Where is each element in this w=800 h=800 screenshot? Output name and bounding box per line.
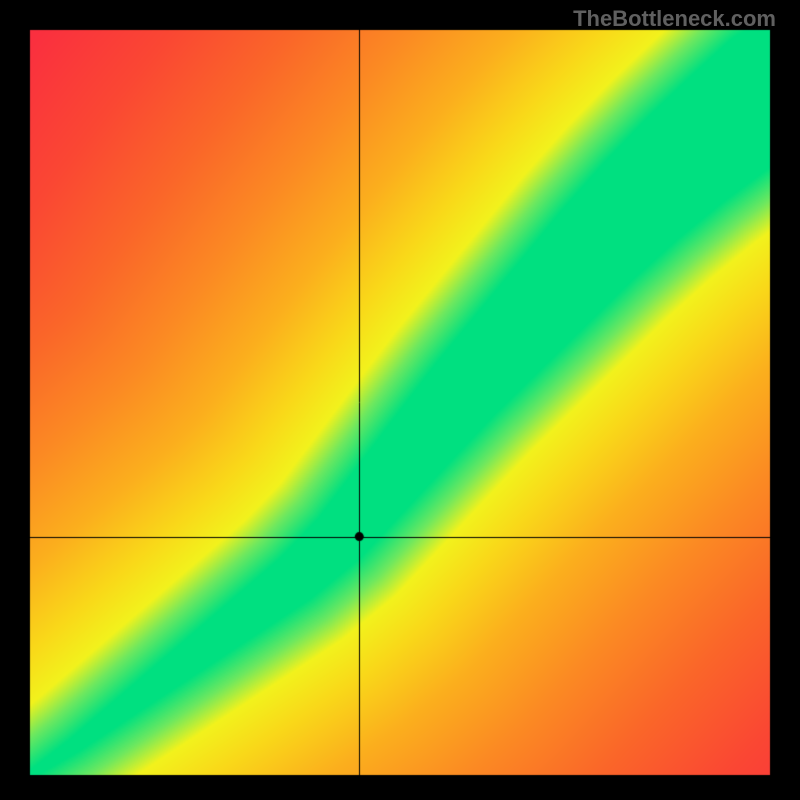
chart-container: TheBottleneck.com (0, 0, 800, 800)
bottleneck-heatmap (0, 0, 800, 800)
watermark-text: TheBottleneck.com (573, 6, 776, 32)
